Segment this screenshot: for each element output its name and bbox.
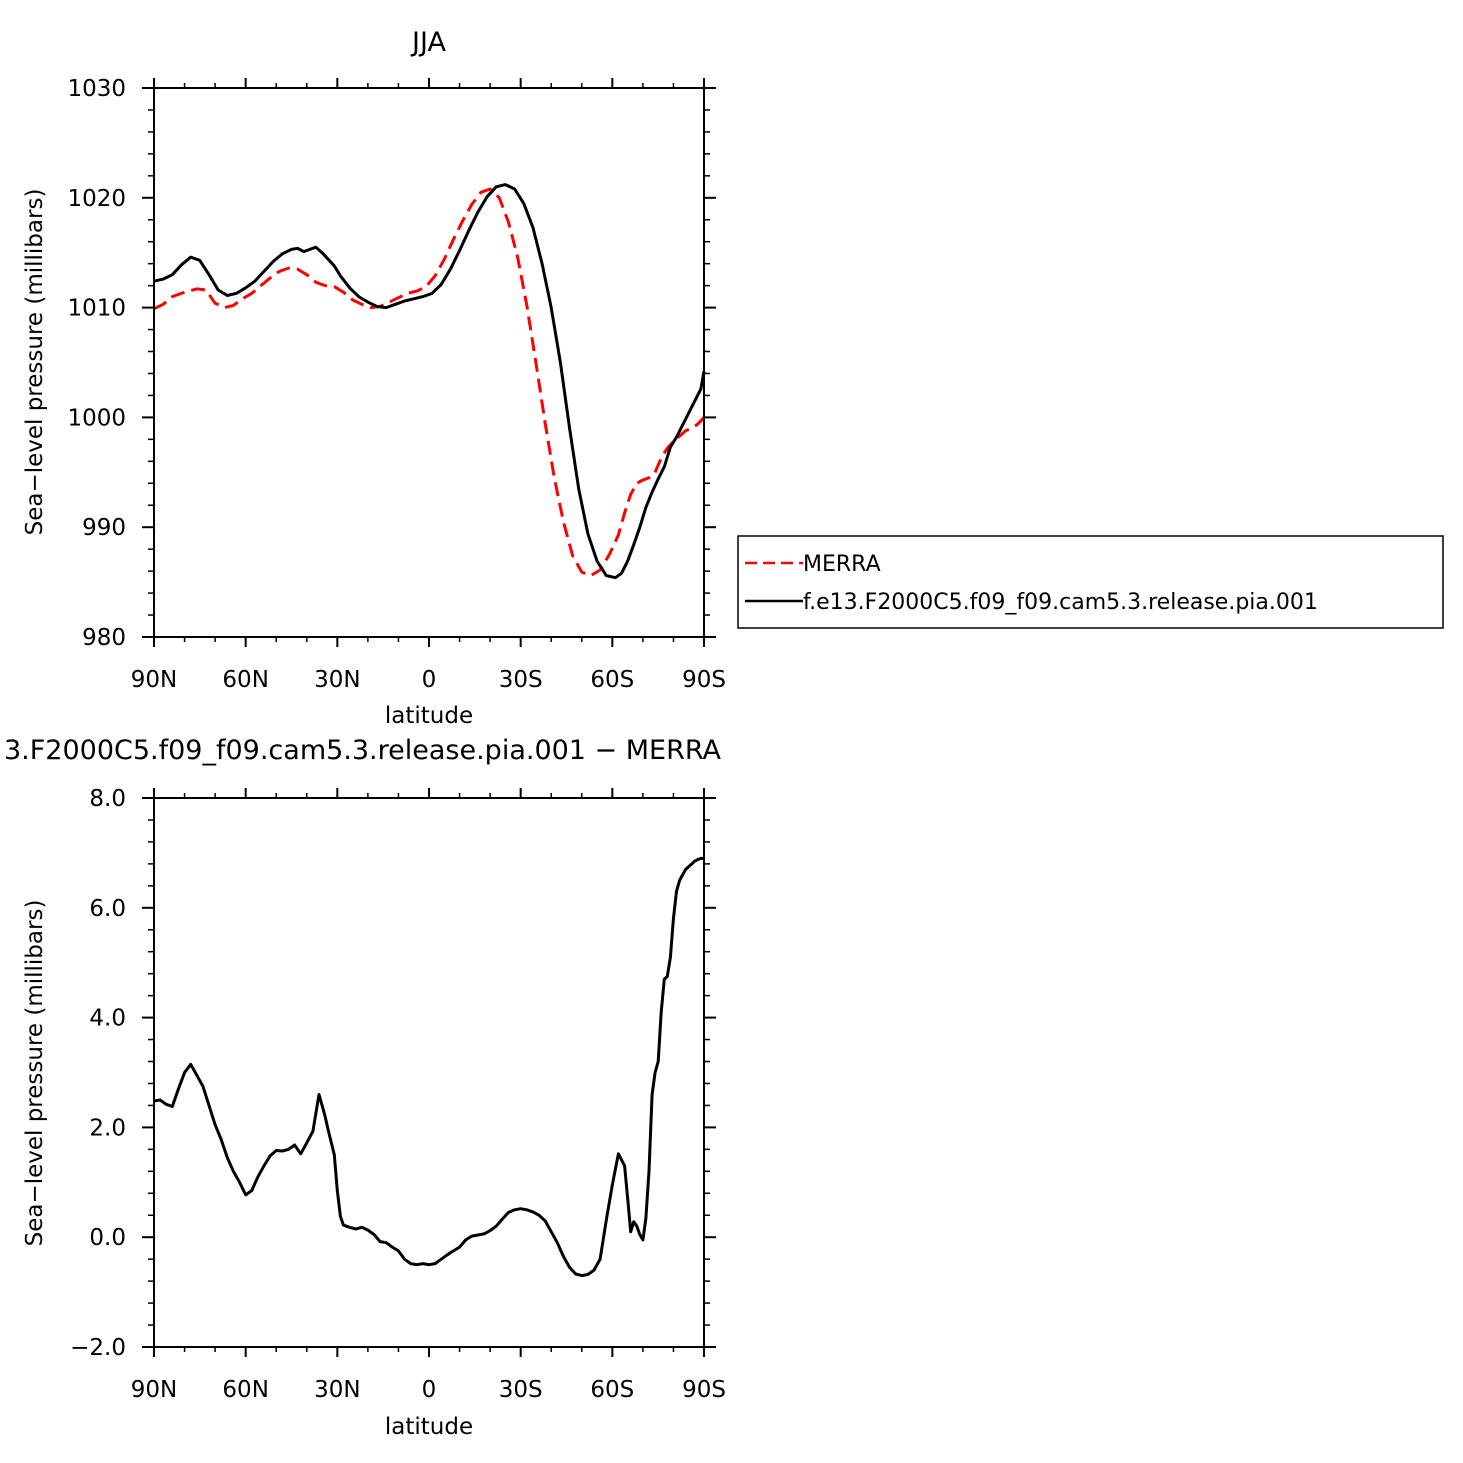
- bottom-y-axis-title: Sea−level pressure (millibars): [22, 900, 48, 1247]
- top-y-tick-label: 1000: [67, 405, 126, 431]
- top-x-tick-label: 60N: [222, 667, 268, 693]
- top-y-tick-label: 980: [82, 625, 126, 651]
- top-ticks: 90N 60N 30N 0 30S 60S 90S 980 990 1000 1010 1020 103…: [67, 76, 725, 693]
- top-plot-frame: [153, 87, 705, 638]
- top-y-tick-label: 990: [82, 515, 126, 541]
- bottom-plot-frame: [153, 797, 705, 1348]
- top-series-group: [153, 183, 706, 580]
- top-x-tick-label: 30N: [314, 667, 360, 693]
- legend-label-model: f.e13.F2000C5.f09_f09.cam5.3.release.pia…: [803, 590, 1318, 615]
- legend-label-merra: MERRA: [803, 552, 881, 577]
- bottom-x-tick-label: 60S: [590, 1377, 634, 1403]
- top-series-line-f-e13-f2000c5-f09-f09-cam5-3-release-pia-001: [153, 183, 706, 580]
- bottom-plot: 3.F2000C5.f09_f09.cam5.3.release.pia.001…: [4, 735, 726, 1440]
- top-x-tick-label: 0: [422, 667, 437, 693]
- bottom-plot-title: 3.F2000C5.f09_f09.cam5.3.release.pia.001…: [4, 735, 722, 766]
- top-x-axis-title: latitude: [385, 703, 473, 729]
- top-y-tick-label: 1010: [67, 296, 126, 322]
- top-x-tick-label: 90S: [682, 667, 726, 693]
- bottom-x-tick-label: 0: [422, 1377, 437, 1403]
- bottom-ticks: 90N 60N 30N 0 30S 60S 90S −2.0 0.0 2.0 4.0 6.0 8.0: [70, 786, 726, 1403]
- bottom-x-axis-title: latitude: [385, 1414, 473, 1440]
- legend-box: [737, 535, 1444, 629]
- top-x-tick-label: 30S: [499, 667, 543, 693]
- bottom-x-tick-label: 30S: [499, 1377, 543, 1403]
- top-plot-title: JJA: [410, 27, 446, 58]
- bottom-y-tick-label: 6.0: [89, 896, 126, 922]
- bottom-y-tick-label: 0.0: [89, 1225, 126, 1251]
- bottom-y-tick-label: −2.0: [70, 1335, 126, 1361]
- bottom-y-tick-label: 2.0: [89, 1115, 126, 1141]
- top-series-line-merra: [153, 187, 706, 577]
- bottom-x-tick-label: 30N: [314, 1377, 360, 1403]
- bottom-x-tick-label: 90S: [682, 1377, 726, 1403]
- top-x-tick-label: 60S: [590, 667, 634, 693]
- bottom-x-tick-label: 60N: [222, 1377, 268, 1403]
- bottom-x-tick-label: 90N: [131, 1377, 177, 1403]
- bottom-series-group: [153, 856, 704, 1278]
- top-y-tick-label: 1020: [67, 186, 126, 212]
- bottom-series-line-0: [153, 856, 704, 1278]
- top-y-axis-title: Sea−level pressure (millibars): [22, 189, 48, 536]
- top-plot: JJA Sea−level pressure (millibars) latit…: [22, 27, 726, 729]
- bottom-y-tick-label: 4.0: [89, 1006, 126, 1032]
- top-x-tick-label: 90N: [131, 667, 177, 693]
- legend: MERRA f.e13.F2000C5.f09_f09.cam5.3.relea…: [737, 535, 1444, 629]
- top-y-tick-label: 1030: [67, 76, 126, 102]
- bottom-y-tick-label: 8.0: [89, 786, 126, 812]
